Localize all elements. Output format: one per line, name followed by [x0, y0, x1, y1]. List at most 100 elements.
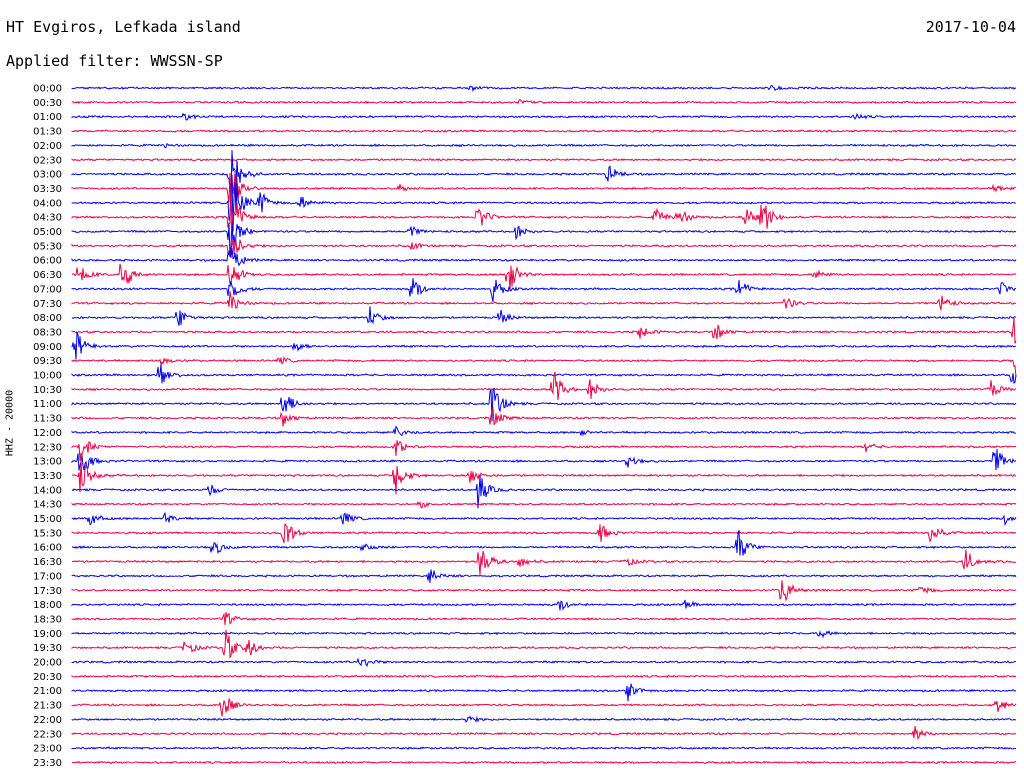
time-label-1830: 18:30 [33, 614, 62, 625]
filter-label: Applied filter: WWSSN-SP [6, 52, 223, 70]
time-label-1130: 11:30 [33, 414, 62, 425]
time-label-2100: 21:00 [33, 686, 62, 697]
time-label-0830: 08:30 [33, 327, 62, 338]
time-label-0600: 06:00 [33, 256, 62, 267]
time-label-1400: 14:00 [33, 485, 62, 496]
time-label-0430: 04:30 [33, 213, 62, 224]
trace-0730 [71, 291, 1017, 311]
trace-0130 [71, 129, 1017, 133]
trace-2230 [71, 725, 1017, 741]
time-label-2030: 20:30 [33, 672, 62, 683]
time-label-1100: 11:00 [33, 399, 62, 410]
trace-2130 [71, 698, 1017, 717]
time-label-0400: 04:00 [33, 198, 62, 209]
time-label-0200: 02:00 [33, 141, 62, 152]
time-label-0900: 09:00 [33, 342, 62, 353]
trace-0300 [71, 150, 1017, 194]
time-label-1600: 16:00 [33, 543, 62, 554]
trace-1430 [71, 500, 1017, 509]
trace-1030 [71, 371, 1017, 401]
trace-0330 [71, 172, 1016, 210]
time-label-1500: 15:00 [33, 514, 62, 525]
trace-1000 [71, 363, 1017, 384]
trace-2330 [71, 760, 1017, 765]
trace-1100 [71, 387, 1017, 422]
trace-1200 [71, 425, 1017, 437]
trace-0000 [71, 85, 1017, 93]
trace-0830 [71, 317, 1017, 344]
trace-0530 [71, 239, 1017, 258]
time-label-1930: 19:30 [33, 643, 62, 654]
time-label-0230: 02:30 [33, 155, 62, 166]
trace-1330 [71, 459, 1017, 495]
time-label-0100: 01:00 [33, 112, 62, 123]
trace-0230 [71, 157, 1017, 162]
time-tick-labels: 00:00 00:30 01:00 01:30 02:00 02:30 03:00 03:30… [33, 84, 62, 769]
trace-1300 [71, 449, 1017, 471]
station-title: HT Evgiros, Lefkada island [6, 18, 241, 36]
time-label-0330: 03:30 [33, 184, 62, 195]
trace-1930 [71, 629, 1017, 659]
trace-2030 [71, 674, 1017, 679]
trace-0700 [71, 278, 1017, 303]
trace-1830 [71, 612, 1017, 625]
time-label-0300: 03:00 [33, 170, 62, 181]
trace-2100 [71, 683, 1017, 702]
trace-0630 [71, 263, 1017, 292]
time-label-1300: 13:00 [33, 457, 62, 468]
trace-0430 [71, 189, 1017, 232]
time-label-1330: 13:30 [33, 471, 62, 482]
time-label-1730: 17:30 [33, 586, 62, 597]
time-label-2330: 23:30 [33, 758, 62, 769]
time-label-1230: 12:30 [33, 442, 62, 453]
trace-1800 [71, 599, 1017, 611]
trace-0900 [71, 330, 1017, 360]
time-label-0930: 09:30 [33, 356, 62, 367]
trace-1530 [71, 523, 1017, 544]
trace-0030 [71, 98, 1017, 105]
time-label-1800: 18:00 [33, 600, 62, 611]
time-label-1530: 15:30 [33, 528, 62, 539]
time-label-1430: 14:30 [33, 500, 62, 511]
time-label-2130: 21:30 [33, 701, 62, 712]
time-label-1030: 10:30 [33, 385, 62, 396]
trace-2300 [71, 746, 1017, 751]
trace-0930 [71, 356, 1017, 378]
trace-0600 [71, 247, 1017, 267]
trace-1600 [71, 530, 1017, 556]
trace-0800 [71, 306, 1017, 326]
time-label-0530: 05:30 [33, 241, 62, 252]
trace-1630 [71, 549, 1017, 575]
trace-0400 [71, 174, 1017, 232]
time-label-2300: 23:00 [33, 744, 62, 755]
date-label: 2017-10-04 [925, 18, 1016, 36]
trace-2200 [71, 715, 1017, 723]
time-label-0000: 00:00 [33, 84, 62, 95]
trace-1130 [71, 407, 1017, 427]
trace-1400 [71, 475, 1017, 509]
time-label-1630: 16:30 [33, 557, 62, 568]
time-label-0030: 00:30 [33, 98, 62, 109]
time-label-0700: 07:00 [33, 284, 62, 295]
seismic-traces [71, 85, 1017, 765]
trace-0200 [71, 143, 1017, 149]
time-label-1700: 17:00 [33, 571, 62, 582]
time-label-1200: 12:00 [33, 428, 62, 439]
trace-1730 [71, 580, 1017, 602]
time-label-0500: 05:00 [33, 227, 62, 238]
time-label-0130: 01:30 [33, 127, 62, 138]
trace-1900 [71, 630, 1017, 639]
time-label-0630: 06:30 [33, 270, 62, 281]
trace-0100 [71, 112, 1017, 121]
time-label-1900: 19:00 [33, 629, 62, 640]
trace-1700 [71, 569, 1017, 583]
trace-1230 [71, 440, 1017, 461]
trace-0500 [71, 220, 1017, 254]
time-label-0730: 07:30 [33, 299, 62, 310]
time-label-1000: 10:00 [33, 371, 62, 382]
time-label-2230: 22:30 [33, 729, 62, 740]
time-label-2200: 22:00 [33, 715, 62, 726]
trace-2000 [71, 657, 1017, 668]
trace-1500 [71, 511, 1017, 526]
